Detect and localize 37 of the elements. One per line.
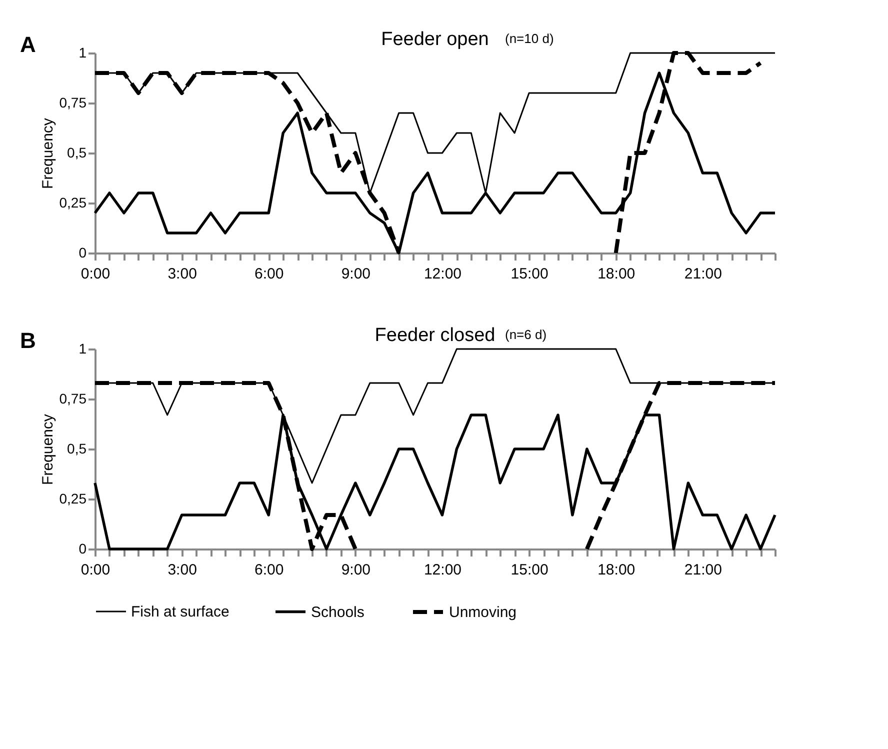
x-tick-label: 12:00	[424, 266, 462, 282]
x-tick-label: 21:00	[684, 562, 722, 578]
chart-title: Feeder closed	[374, 325, 496, 346]
x-tick-label: 21:00	[684, 266, 722, 282]
chart-title: Feeder open	[381, 29, 489, 50]
y-tick-label: 0,5	[67, 440, 87, 456]
x-tick-label: 9:00	[341, 562, 371, 578]
x-tick-label: 15:00	[510, 562, 548, 578]
y-axis-title: Frequency	[39, 414, 56, 485]
y-tick-label: 0	[78, 244, 87, 260]
x-tick-label: 3:00	[168, 266, 197, 282]
x-tick-label: 12:00	[424, 562, 462, 578]
legend-label: Schools	[311, 604, 364, 621]
y-tick-label: 0,5	[67, 144, 87, 160]
y-tick-label: 1	[78, 340, 87, 356]
legend-label: Fish at surface	[131, 604, 230, 620]
text: A	[20, 32, 36, 57]
y-tick-label: 0	[78, 540, 87, 556]
x-tick-label: 0:00	[80, 266, 110, 282]
text: (n=10 d)	[505, 31, 554, 46]
y-axis-title: Frequency	[39, 118, 56, 189]
x-tick-label: 3:00	[168, 562, 197, 578]
legend-label: Unmoving	[449, 604, 517, 621]
x-tick-label: 18:00	[598, 562, 636, 578]
x-tick-label: 6:00	[254, 562, 284, 578]
text: (n=6 d)	[505, 327, 547, 342]
x-tick-label: 15:00	[510, 266, 548, 282]
y-tick-label: 0,25	[59, 194, 87, 210]
x-tick-label: 0:00	[80, 562, 110, 578]
x-tick-label: 18:00	[598, 266, 636, 282]
x-tick-label: 6:00	[254, 266, 284, 282]
y-tick-label: 1	[78, 44, 87, 60]
y-tick-label: 0,25	[59, 490, 87, 506]
y-tick-label: 0,75	[59, 94, 87, 110]
x-tick-label: 9:00	[341, 266, 371, 282]
y-tick-label: 0,75	[59, 390, 87, 406]
text: B	[20, 328, 36, 353]
